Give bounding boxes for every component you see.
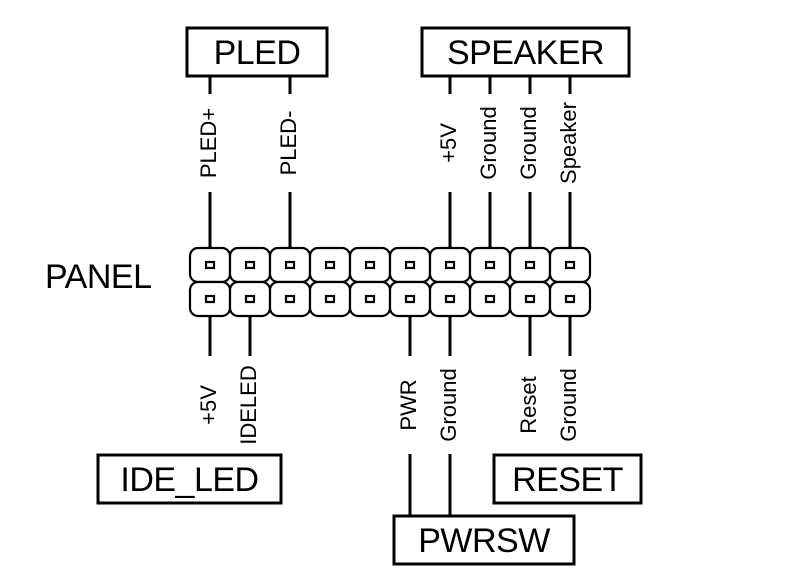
header-cell — [470, 248, 510, 282]
pin-label: IDELED — [236, 365, 261, 444]
header-cell — [550, 248, 590, 282]
header-cell — [510, 282, 550, 316]
pin-label: Ground — [436, 368, 461, 441]
header-cell — [190, 248, 230, 282]
reset-label: RESET — [512, 461, 623, 499]
header-cell — [470, 282, 510, 316]
pled-label: PLED — [214, 34, 301, 72]
ide_led-label: IDE_LED — [120, 461, 258, 499]
header-cell — [390, 248, 430, 282]
header-cell — [390, 282, 430, 316]
pin-label: Speaker — [556, 102, 581, 184]
pin-label: Ground — [556, 368, 581, 441]
header-cell — [230, 248, 270, 282]
header-cell — [270, 248, 310, 282]
pin-label: +5V — [196, 385, 221, 425]
pin-label: PLED+ — [196, 108, 221, 178]
header-cell — [270, 282, 310, 316]
header-cell — [350, 282, 390, 316]
pin-label: Ground — [476, 106, 501, 179]
pin-label: +5V — [436, 123, 461, 163]
header-cell — [190, 282, 230, 316]
header-cell — [430, 282, 470, 316]
header-cell — [430, 248, 470, 282]
speaker-label: SPEAKER — [447, 34, 604, 72]
pin-label: Reset — [516, 376, 541, 433]
header-cell — [310, 282, 350, 316]
pin-label: PLED- — [276, 111, 301, 176]
pin-label: PWR — [396, 379, 421, 430]
pin-label: Ground — [516, 106, 541, 179]
pwrsw-label: PWRSW — [418, 522, 550, 560]
header-cell — [350, 248, 390, 282]
header-cell — [230, 282, 270, 316]
header-cell — [510, 248, 550, 282]
panel-label: PANEL — [45, 258, 151, 296]
header-cell — [310, 248, 350, 282]
header-cell — [550, 282, 590, 316]
